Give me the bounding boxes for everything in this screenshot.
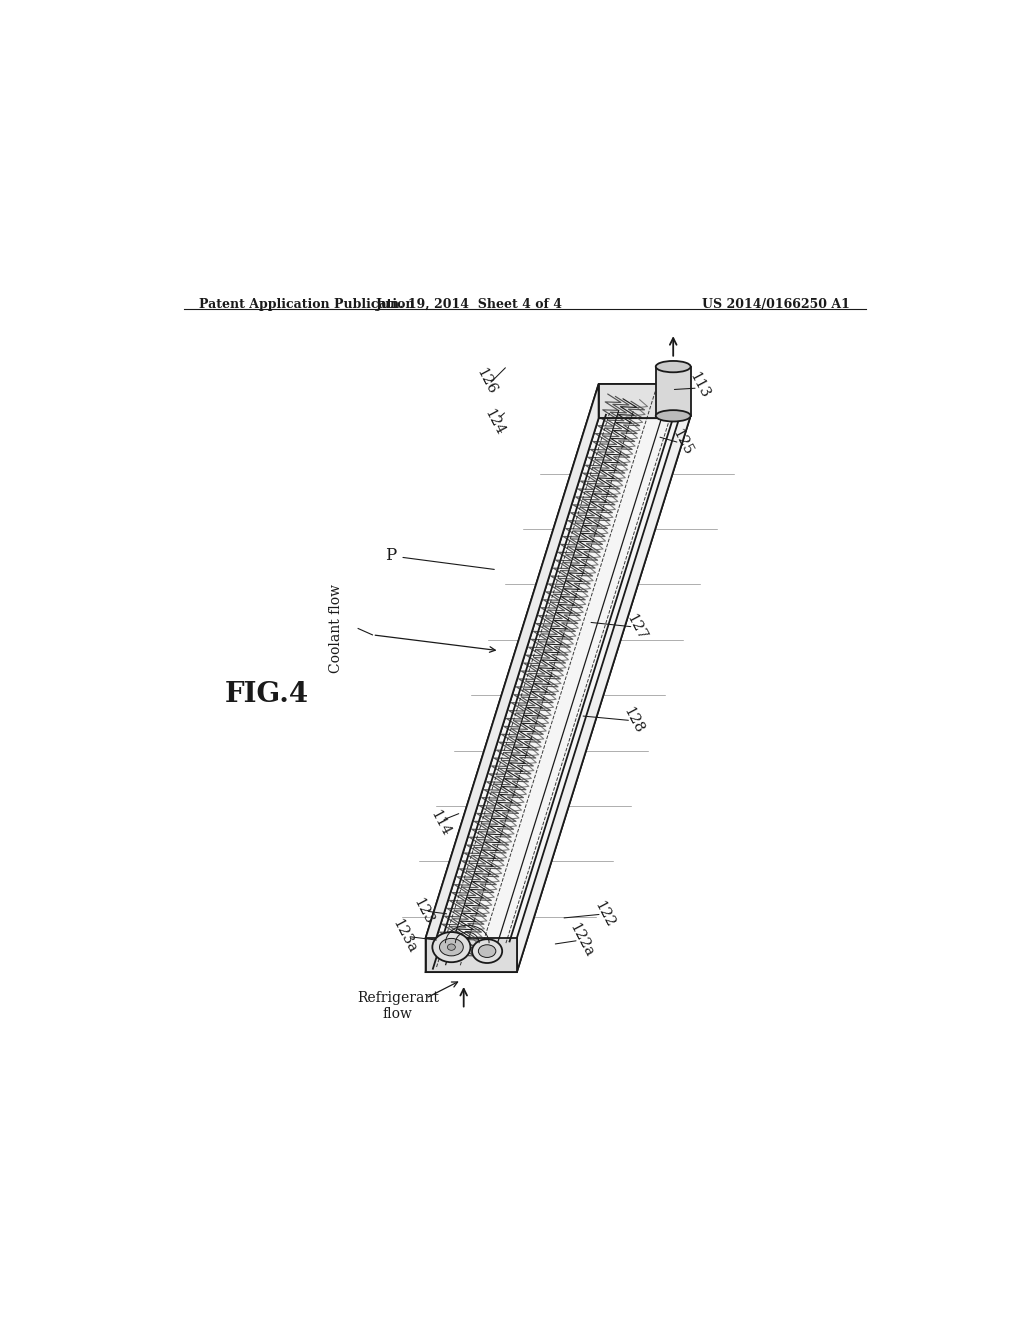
Text: Refrigerant
flow: Refrigerant flow [357,991,438,1022]
Text: 123a: 123a [389,917,419,956]
Ellipse shape [655,411,690,421]
Polygon shape [426,418,690,972]
Text: 114: 114 [427,808,453,840]
Text: 128: 128 [621,705,646,737]
Text: Coolant flow: Coolant flow [329,583,343,673]
Polygon shape [655,367,690,416]
Text: Jun. 19, 2014  Sheet 4 of 4: Jun. 19, 2014 Sheet 4 of 4 [376,297,563,310]
Polygon shape [426,939,517,972]
Text: P: P [385,546,396,564]
Text: 125: 125 [670,428,694,458]
Polygon shape [599,384,690,418]
Text: 124: 124 [482,407,507,438]
Text: 113: 113 [687,370,712,400]
Ellipse shape [439,939,463,956]
Text: FIG.4: FIG.4 [225,681,309,708]
Text: 123: 123 [411,895,436,927]
Polygon shape [426,384,690,939]
Ellipse shape [432,932,470,962]
Polygon shape [517,384,690,972]
Ellipse shape [655,360,690,372]
Ellipse shape [472,940,502,964]
Text: 122: 122 [592,899,616,929]
Ellipse shape [447,944,456,950]
Text: 122a: 122a [566,921,596,960]
Polygon shape [426,384,599,972]
Text: 126: 126 [474,366,500,396]
Text: Patent Application Publication: Patent Application Publication [200,297,415,310]
Text: US 2014/0166250 A1: US 2014/0166250 A1 [702,297,850,310]
Ellipse shape [478,945,496,957]
Text: 127: 127 [624,611,648,643]
